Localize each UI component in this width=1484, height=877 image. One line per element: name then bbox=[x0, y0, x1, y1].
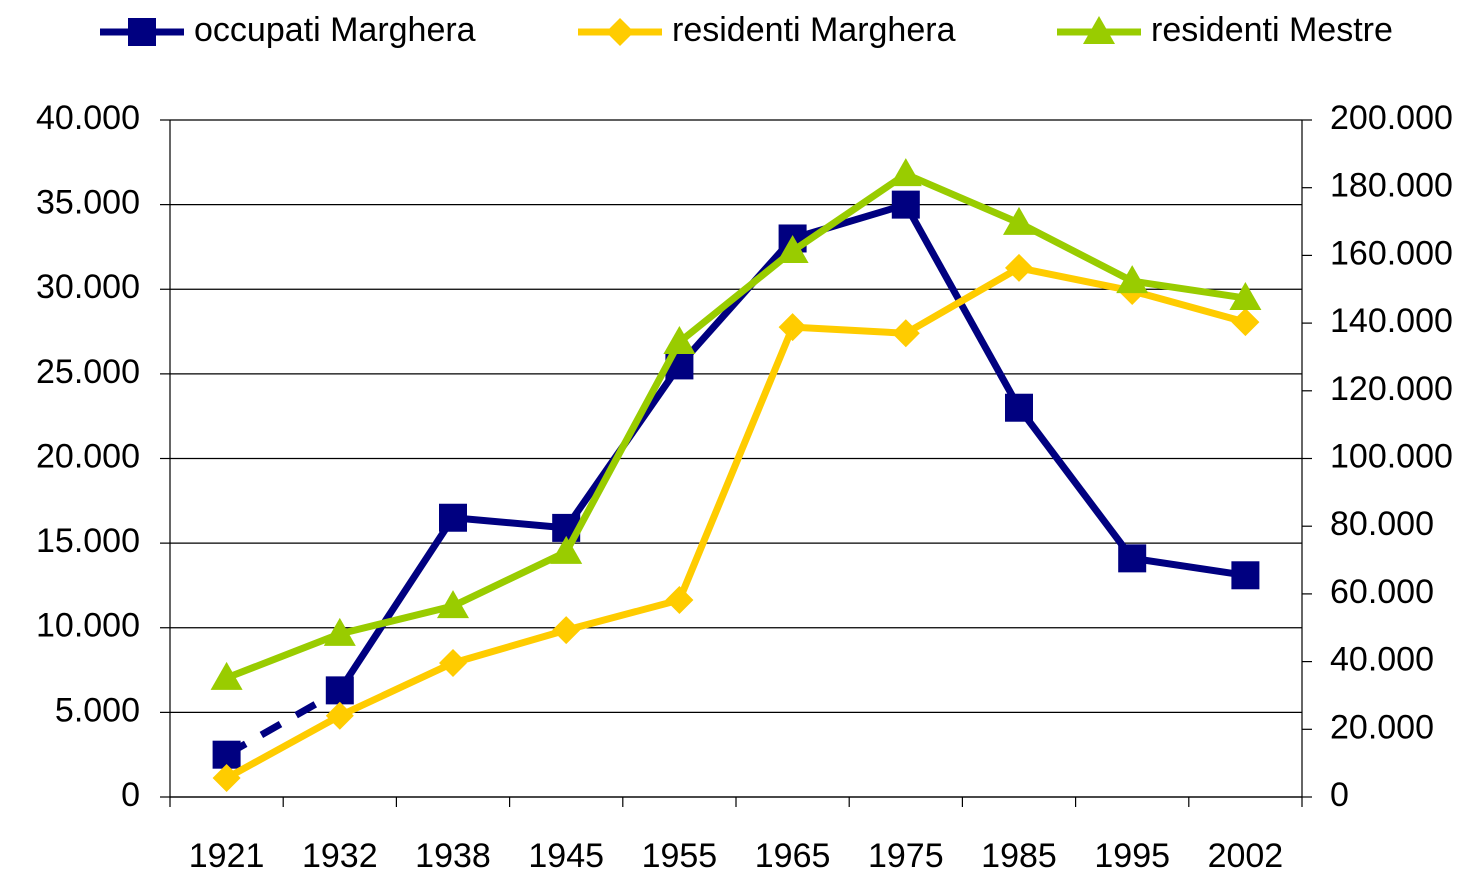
series-line bbox=[1018, 264, 1133, 295]
series-line bbox=[452, 514, 567, 532]
x-tick-label: 1938 bbox=[415, 837, 491, 875]
y-tick-label: 5.000 bbox=[55, 691, 140, 729]
y2-tick-label: 80.000 bbox=[1330, 505, 1434, 543]
series-line bbox=[338, 659, 455, 719]
marker bbox=[212, 764, 241, 793]
y2-tick-label: 120.000 bbox=[1330, 370, 1453, 408]
series-line bbox=[224, 712, 342, 782]
marker bbox=[891, 190, 920, 219]
y2-tick-label: 200.000 bbox=[1330, 99, 1453, 137]
x-tick-label: 1932 bbox=[302, 837, 378, 875]
series-line bbox=[1131, 287, 1247, 326]
x-tick-label: 1955 bbox=[642, 837, 718, 875]
y-tick-label: 15.000 bbox=[36, 522, 140, 560]
series-line bbox=[792, 323, 906, 337]
series-line bbox=[1017, 219, 1134, 285]
series-line bbox=[338, 602, 454, 638]
marker bbox=[128, 18, 156, 46]
series-line bbox=[677, 248, 795, 345]
y2-tick-label: 180.000 bbox=[1330, 167, 1453, 205]
x-tick-label: 1995 bbox=[1094, 837, 1170, 875]
legend-label: occupati Marghera bbox=[194, 11, 476, 49]
marker bbox=[1116, 265, 1149, 294]
x-tick-label: 1921 bbox=[189, 837, 265, 875]
series-line bbox=[563, 340, 683, 554]
y2-tick-label: 140.000 bbox=[1330, 302, 1453, 340]
series-line bbox=[902, 202, 1023, 410]
marker bbox=[606, 18, 634, 46]
series-line bbox=[904, 264, 1021, 337]
y2-tick-label: 0 bbox=[1330, 776, 1349, 814]
series-line bbox=[790, 171, 908, 254]
y2-tick-label: 40.000 bbox=[1330, 641, 1434, 679]
marker bbox=[439, 648, 467, 677]
marker bbox=[1005, 393, 1033, 422]
series-line bbox=[1016, 405, 1135, 561]
x-tick-label: 1945 bbox=[528, 837, 604, 875]
series-line bbox=[336, 515, 456, 693]
series-line bbox=[225, 630, 342, 682]
legend-label: residenti Mestre bbox=[1151, 11, 1393, 49]
y2-tick-label: 160.000 bbox=[1330, 234, 1453, 272]
series-line bbox=[1131, 554, 1246, 579]
marker bbox=[889, 158, 922, 187]
y-tick-label: 40.000 bbox=[36, 99, 140, 137]
marker bbox=[439, 503, 467, 532]
marker bbox=[212, 740, 241, 769]
y-tick-label: 0 bbox=[121, 776, 140, 814]
legend-label: residenti Marghera bbox=[672, 11, 956, 49]
marker bbox=[778, 313, 807, 342]
marker bbox=[1003, 206, 1035, 235]
y-tick-label: 30.000 bbox=[36, 268, 140, 306]
series-line bbox=[676, 236, 796, 368]
series-line bbox=[904, 170, 1021, 227]
x-tick-label: 1965 bbox=[755, 837, 831, 875]
marker bbox=[1231, 561, 1260, 590]
marker bbox=[210, 661, 243, 690]
x-tick-label: 1985 bbox=[981, 837, 1057, 875]
marker bbox=[663, 326, 696, 355]
marker bbox=[1005, 253, 1033, 282]
y2-tick-label: 20.000 bbox=[1330, 708, 1434, 746]
marker bbox=[1229, 282, 1262, 311]
marker bbox=[1118, 544, 1147, 573]
series-line bbox=[676, 325, 796, 602]
y-tick-label: 20.000 bbox=[36, 437, 140, 475]
series-line bbox=[791, 201, 907, 242]
marker bbox=[665, 585, 694, 614]
marker bbox=[1231, 308, 1260, 337]
series-line bbox=[224, 687, 342, 758]
marker bbox=[550, 535, 583, 564]
marker bbox=[891, 319, 920, 348]
marker bbox=[437, 590, 469, 619]
y-tick-label: 25.000 bbox=[36, 353, 140, 391]
y-tick-label: 10.000 bbox=[36, 607, 140, 645]
marker bbox=[1083, 16, 1115, 44]
series-line bbox=[451, 548, 568, 610]
x-tick-label: 2002 bbox=[1208, 837, 1284, 875]
series-line bbox=[1131, 277, 1246, 302]
marker bbox=[323, 617, 356, 646]
x-tick-label: 1975 bbox=[868, 837, 944, 875]
marker bbox=[776, 234, 809, 263]
marker bbox=[325, 676, 354, 705]
y2-tick-label: 100.000 bbox=[1330, 437, 1453, 475]
series-line bbox=[452, 626, 568, 667]
y-tick-label: 35.000 bbox=[36, 184, 140, 222]
marker bbox=[552, 616, 581, 645]
marker bbox=[325, 701, 354, 730]
series-line bbox=[565, 596, 681, 634]
y2-tick-label: 60.000 bbox=[1330, 573, 1434, 611]
